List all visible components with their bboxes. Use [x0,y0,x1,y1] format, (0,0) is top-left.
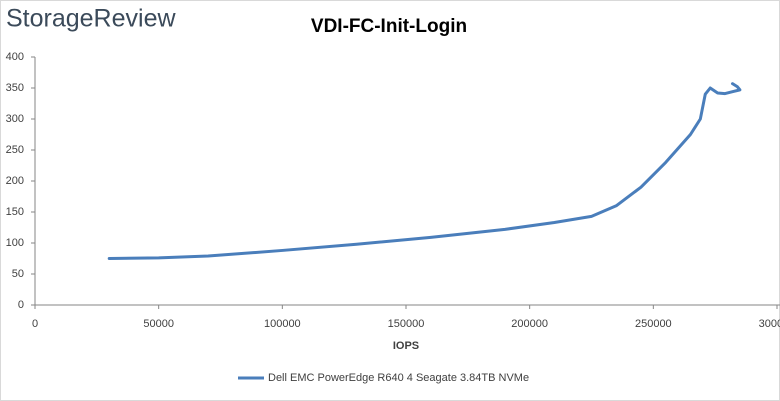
x-tick-label: 300000 [759,318,780,330]
y-tick-label: 200 [6,175,24,187]
brand-logo: StorageReview [6,5,176,33]
y-tick-label: 100 [6,237,24,249]
x-tick-label: 100000 [264,318,301,330]
x-tick-label: 150000 [388,318,425,330]
x-axis-title: IOPS [393,340,419,352]
y-tick-label: 350 [6,82,24,94]
data-line [107,82,742,260]
y-tick-label: 50 [12,268,24,280]
x-tick-label: 0 [32,318,38,330]
y-tick-label: 250 [6,144,24,156]
y-tick-label: 300 [6,113,24,125]
y-tick-label: 400 [6,51,24,63]
x-tick-label: 250000 [635,318,672,330]
y-tick-label: 0 [18,299,24,311]
x-tick-label: 200000 [511,318,548,330]
y-tick-label: 150 [6,206,24,218]
legend-label: Dell EMC PowerEdge R640 4 Seagate 3.84TB… [268,372,529,384]
chart-title: VDI-FC-Init-Login [311,16,467,37]
x-tick-label: 50000 [143,318,174,330]
